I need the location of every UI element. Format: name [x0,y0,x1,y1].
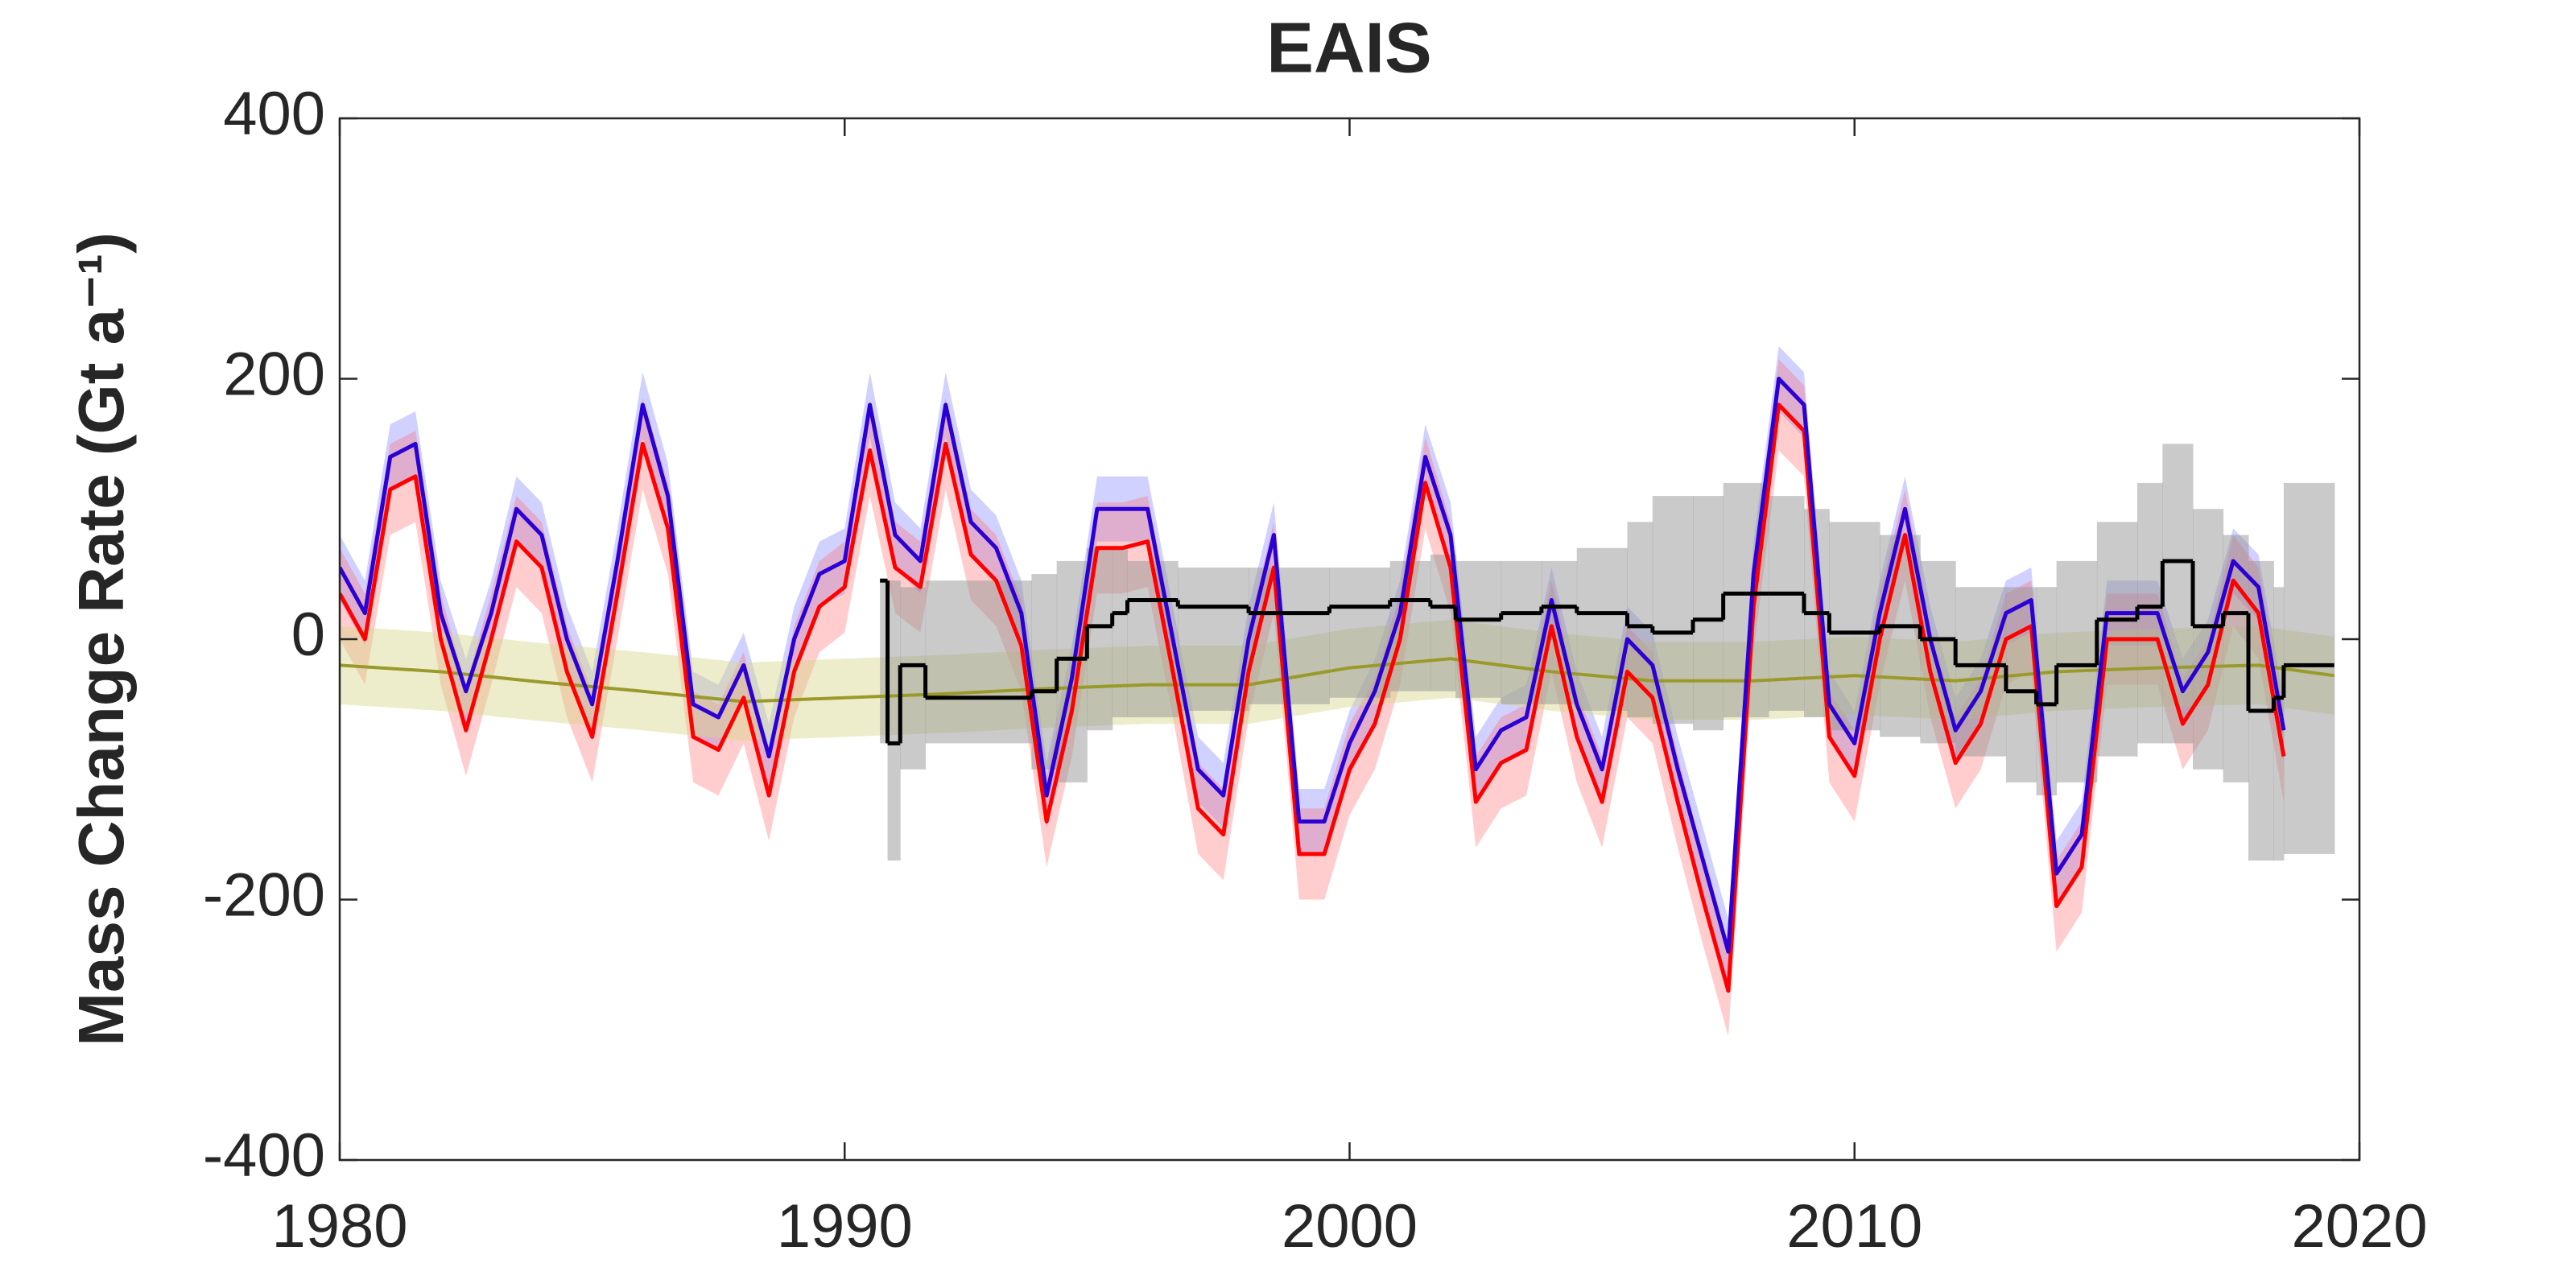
x-tick-label: 1980 [271,1192,407,1261]
series-line [340,402,2286,993]
uncertainty-band [1112,547,1129,718]
x-tick-label: 2000 [1282,1192,1418,1261]
y-tick-label: -400 [203,1121,325,1190]
uncertainty-band [1829,522,1880,731]
uncertainty-band [880,580,889,744]
y-tick-label: 400 [223,80,325,148]
series-line [340,377,2286,954]
uncertainty-band [1955,587,2007,757]
uncertainty-band [1178,568,1249,711]
uncertainty-band [2334,482,2335,854]
x-tick-label: 2020 [2291,1192,2427,1261]
uncertainty-band [340,346,2284,985]
series-line [340,657,2334,704]
uncertainty-band [1329,568,1391,698]
y-tick-label: 0 [291,601,325,669]
uncertainty-band [900,587,927,770]
uncertainty-band [1880,535,1921,737]
uncertainty-band [1769,496,1805,711]
uncertainty-band [1127,560,1179,718]
y-axis-label: Mass Change Rate (Gt a⁻¹) [65,232,137,1046]
uncertainty-band [1693,496,1724,731]
uncertainty-band [887,580,901,861]
chart-title: EAIS [1266,7,1431,87]
y-tick-label: 200 [223,341,325,409]
uncertainty-band [925,580,1032,744]
uncertainty-band [1627,522,1653,718]
plot-area [340,346,2335,1037]
x-tick-label: 1990 [777,1192,913,1261]
uncertainty-band [2162,444,2194,744]
y-tick-label: -200 [203,861,325,930]
x-tick-label: 2010 [1786,1192,1922,1261]
